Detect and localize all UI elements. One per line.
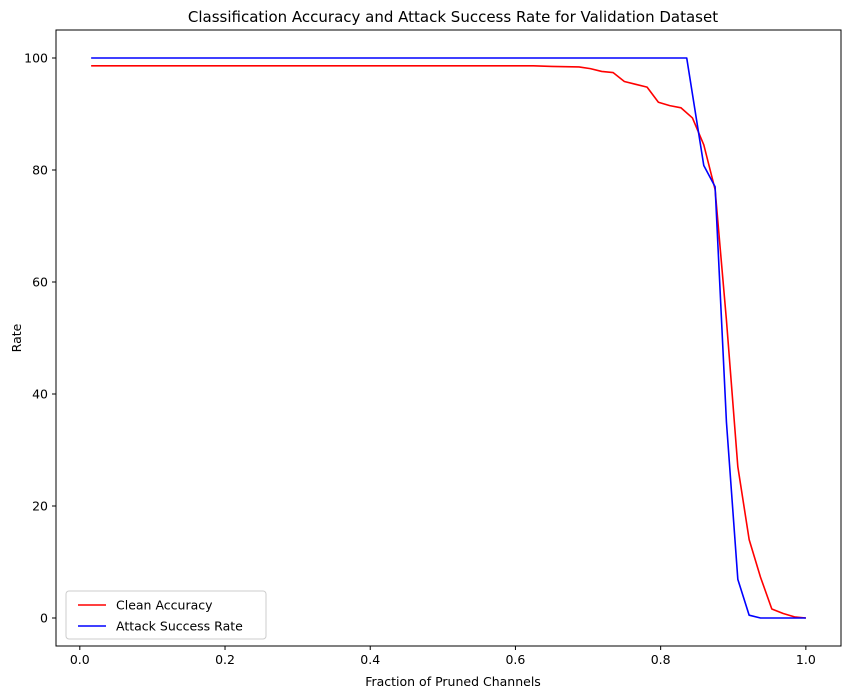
series-line-1 — [91, 57, 806, 619]
chart-title: Classification Accuracy and Attack Succe… — [188, 8, 718, 26]
x-axis: 0.0 0.2 0.4 0.6 0.8 1.0 — [70, 646, 816, 667]
plot-frame — [55, 29, 842, 647]
x-tick-label: 0.6 — [505, 652, 525, 667]
y-axis: 0 20 40 60 80 100 — [24, 51, 56, 626]
legend-label-1: Attack Success Rate — [116, 619, 243, 634]
legend-label-0: Clean Accuracy — [116, 598, 213, 613]
y-tick-label: 40 — [32, 387, 48, 402]
plot-lines — [91, 57, 806, 619]
legend: Clean Accuracy Attack Success Rate — [65, 590, 267, 640]
x-tick-label: 0.0 — [70, 652, 90, 667]
y-tick-label: 20 — [32, 499, 48, 514]
y-axis-label: Rate — [9, 323, 24, 352]
x-axis-label: Fraction of Pruned Channels — [365, 674, 541, 689]
x-tick-label: 0.8 — [651, 652, 671, 667]
x-tick-label: 0.2 — [215, 652, 235, 667]
legend-box — [65, 590, 267, 640]
y-tick-label: 60 — [32, 275, 48, 290]
y-tick-label: 80 — [32, 163, 48, 178]
y-tick-label: 0 — [40, 611, 48, 626]
x-tick-label: 1.0 — [796, 652, 816, 667]
series-line-0 — [91, 65, 806, 619]
x-tick-label: 0.4 — [360, 652, 380, 667]
y-tick-label: 100 — [24, 51, 48, 66]
